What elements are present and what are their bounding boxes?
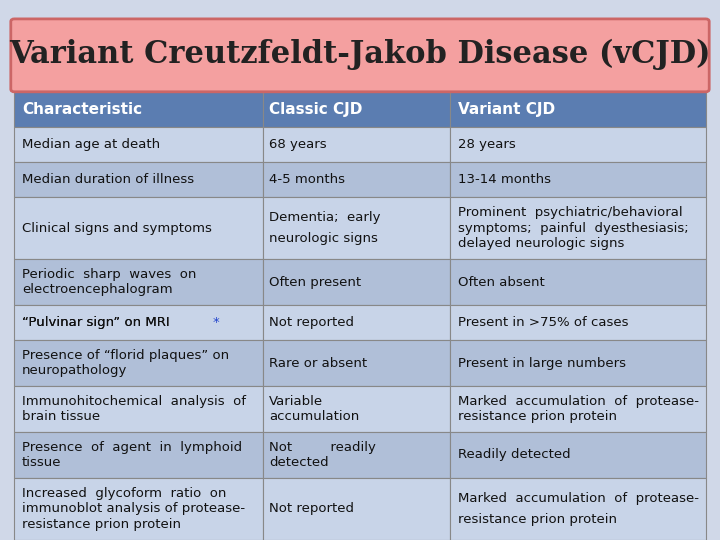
Text: “Pulvinar sign” on MRI: “Pulvinar sign” on MRI <box>22 316 169 329</box>
Text: symptoms;  painful  dyesthesiasis;: symptoms; painful dyesthesiasis; <box>457 221 688 235</box>
Bar <box>450 386 706 432</box>
Text: brain tissue: brain tissue <box>22 410 100 423</box>
Bar <box>14 305 264 340</box>
Bar <box>264 197 450 259</box>
Bar <box>450 305 706 340</box>
Text: Variant CJD: Variant CJD <box>457 102 554 117</box>
Text: Presence of “florid plaques” on: Presence of “florid plaques” on <box>22 349 229 362</box>
Text: 28 years: 28 years <box>457 138 516 151</box>
Text: Not reported: Not reported <box>269 316 354 329</box>
Text: Clinical signs and symptoms: Clinical signs and symptoms <box>22 221 212 235</box>
Text: Dementia;  early: Dementia; early <box>269 211 380 224</box>
Text: Presence  of  agent  in  lymphoid: Presence of agent in lymphoid <box>22 441 242 454</box>
Text: Rare or absent: Rare or absent <box>269 356 367 370</box>
Text: Marked  accumulation  of  protease-: Marked accumulation of protease- <box>457 395 698 408</box>
Text: accumulation: accumulation <box>269 410 359 423</box>
Text: Classic CJD: Classic CJD <box>269 102 362 117</box>
Bar <box>14 127 264 162</box>
Bar <box>264 162 450 197</box>
Text: Periodic  sharp  waves  on: Periodic sharp waves on <box>22 268 197 281</box>
Text: Often present: Often present <box>269 275 361 289</box>
Bar <box>264 259 450 305</box>
Text: Present in large numbers: Present in large numbers <box>457 356 626 370</box>
Text: Not         readily: Not readily <box>269 441 376 454</box>
Text: Median age at death: Median age at death <box>22 138 160 151</box>
Bar <box>450 340 706 386</box>
Text: detected: detected <box>269 456 328 469</box>
Text: Immunohitochemical  analysis  of: Immunohitochemical analysis of <box>22 395 246 408</box>
Text: 13-14 months: 13-14 months <box>457 173 551 186</box>
Text: Present in >75% of cases: Present in >75% of cases <box>457 316 628 329</box>
Bar <box>14 162 264 197</box>
Text: Often absent: Often absent <box>457 275 544 289</box>
Bar <box>264 127 450 162</box>
Text: resistance prion protein: resistance prion protein <box>22 518 181 531</box>
Bar <box>14 92 264 127</box>
Text: *: * <box>212 316 219 329</box>
Text: “Pulvinar sign” on MRI: “Pulvinar sign” on MRI <box>22 316 169 329</box>
Text: electroencephalogram: electroencephalogram <box>22 284 173 296</box>
Bar <box>264 340 450 386</box>
Text: delayed neurologic signs: delayed neurologic signs <box>457 237 624 250</box>
Bar <box>450 259 706 305</box>
Text: resistance prion protein: resistance prion protein <box>457 410 616 423</box>
Text: 68 years: 68 years <box>269 138 326 151</box>
Text: tissue: tissue <box>22 456 61 469</box>
Bar <box>264 92 450 127</box>
Bar <box>450 162 706 197</box>
Text: neuropathology: neuropathology <box>22 364 127 377</box>
Text: Not reported: Not reported <box>269 502 354 516</box>
Text: Characteristic: Characteristic <box>22 102 142 117</box>
Bar <box>450 478 706 540</box>
Text: Median duration of illness: Median duration of illness <box>22 173 194 186</box>
Bar <box>264 432 450 478</box>
Text: Marked  accumulation  of  protease-: Marked accumulation of protease- <box>457 492 698 505</box>
Bar <box>14 197 264 259</box>
Bar <box>14 340 264 386</box>
Bar <box>14 432 264 478</box>
Text: 4-5 months: 4-5 months <box>269 173 345 186</box>
FancyBboxPatch shape <box>11 19 709 92</box>
Text: Variant Creutzfeldt-Jakob Disease (vCJD): Variant Creutzfeldt-Jakob Disease (vCJD) <box>9 38 711 70</box>
Text: Variable: Variable <box>269 395 323 408</box>
Bar <box>14 478 264 540</box>
Text: immunoblot analysis of protease-: immunoblot analysis of protease- <box>22 502 245 516</box>
Text: resistance prion protein: resistance prion protein <box>457 513 616 526</box>
Bar <box>264 305 450 340</box>
Bar <box>264 386 450 432</box>
Text: neurologic signs: neurologic signs <box>269 232 378 245</box>
Text: Readily detected: Readily detected <box>457 448 570 462</box>
Bar <box>450 127 706 162</box>
Bar <box>14 386 264 432</box>
Bar <box>264 478 450 540</box>
Bar <box>450 432 706 478</box>
Bar <box>14 259 264 305</box>
Text: Increased  glycoform  ratio  on: Increased glycoform ratio on <box>22 487 226 500</box>
Bar <box>450 197 706 259</box>
Text: Prominent  psychiatric/behavioral: Prominent psychiatric/behavioral <box>457 206 682 219</box>
Bar <box>450 92 706 127</box>
